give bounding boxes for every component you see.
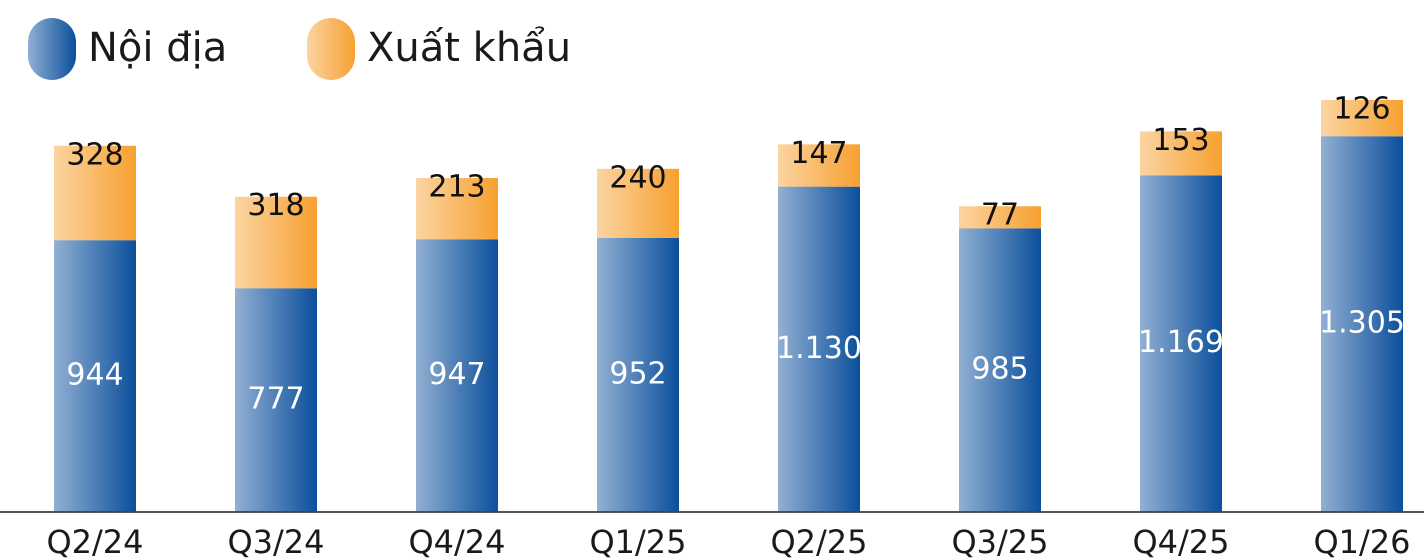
- value-label: 126: [1333, 92, 1390, 127]
- bar-segment: [778, 144, 860, 187]
- value-label: 1.130: [776, 331, 862, 366]
- value-label: 944: [66, 358, 123, 393]
- bar-segment: [416, 178, 498, 240]
- x-tick-label: Q4/24: [408, 523, 505, 560]
- x-tick-label: Q2/25: [770, 523, 867, 560]
- bar-segment: [54, 240, 136, 512]
- x-tick-label: Q1/26: [1313, 523, 1410, 560]
- bar-segment: [597, 168, 679, 238]
- bar-segment: [54, 145, 136, 241]
- legend-swatch: [307, 18, 355, 80]
- x-tick-label: Q2/24: [46, 523, 143, 560]
- bar-segment: [235, 288, 317, 512]
- value-label: 1.169: [1138, 325, 1224, 360]
- value-label: 947: [428, 357, 485, 392]
- bar-segment: [1140, 131, 1222, 176]
- value-label: 213: [428, 170, 485, 205]
- legend-label: Nội địa: [88, 25, 227, 71]
- value-label: 77: [981, 198, 1019, 233]
- value-label: 153: [1152, 123, 1209, 158]
- legend-swatch: [28, 18, 76, 80]
- x-tick-label: Q3/25: [951, 523, 1048, 560]
- bar-segment: [1321, 136, 1403, 512]
- value-label: 1.305: [1319, 306, 1405, 341]
- value-label: 318: [247, 188, 304, 223]
- bar-segment: [1140, 175, 1222, 513]
- legend-label: Xuất khẩu: [367, 25, 571, 71]
- bar-segment: [416, 239, 498, 513]
- value-label: 777: [247, 382, 304, 417]
- bar-segment: [959, 206, 1041, 229]
- bar-segment: [235, 196, 317, 289]
- x-tick-label: Q1/25: [589, 523, 686, 560]
- bar-segment: [1321, 100, 1403, 137]
- value-label: 240: [609, 160, 666, 195]
- bar-segment: [597, 237, 679, 512]
- x-tick-label: Q4/25: [1132, 523, 1229, 560]
- value-label: 147: [790, 136, 847, 171]
- value-label: 952: [609, 356, 666, 391]
- bar-segment: [959, 228, 1041, 512]
- value-label: 985: [971, 352, 1028, 387]
- x-tick-label: Q3/24: [227, 523, 324, 560]
- value-label: 328: [66, 137, 123, 172]
- bar-segment: [778, 186, 860, 512]
